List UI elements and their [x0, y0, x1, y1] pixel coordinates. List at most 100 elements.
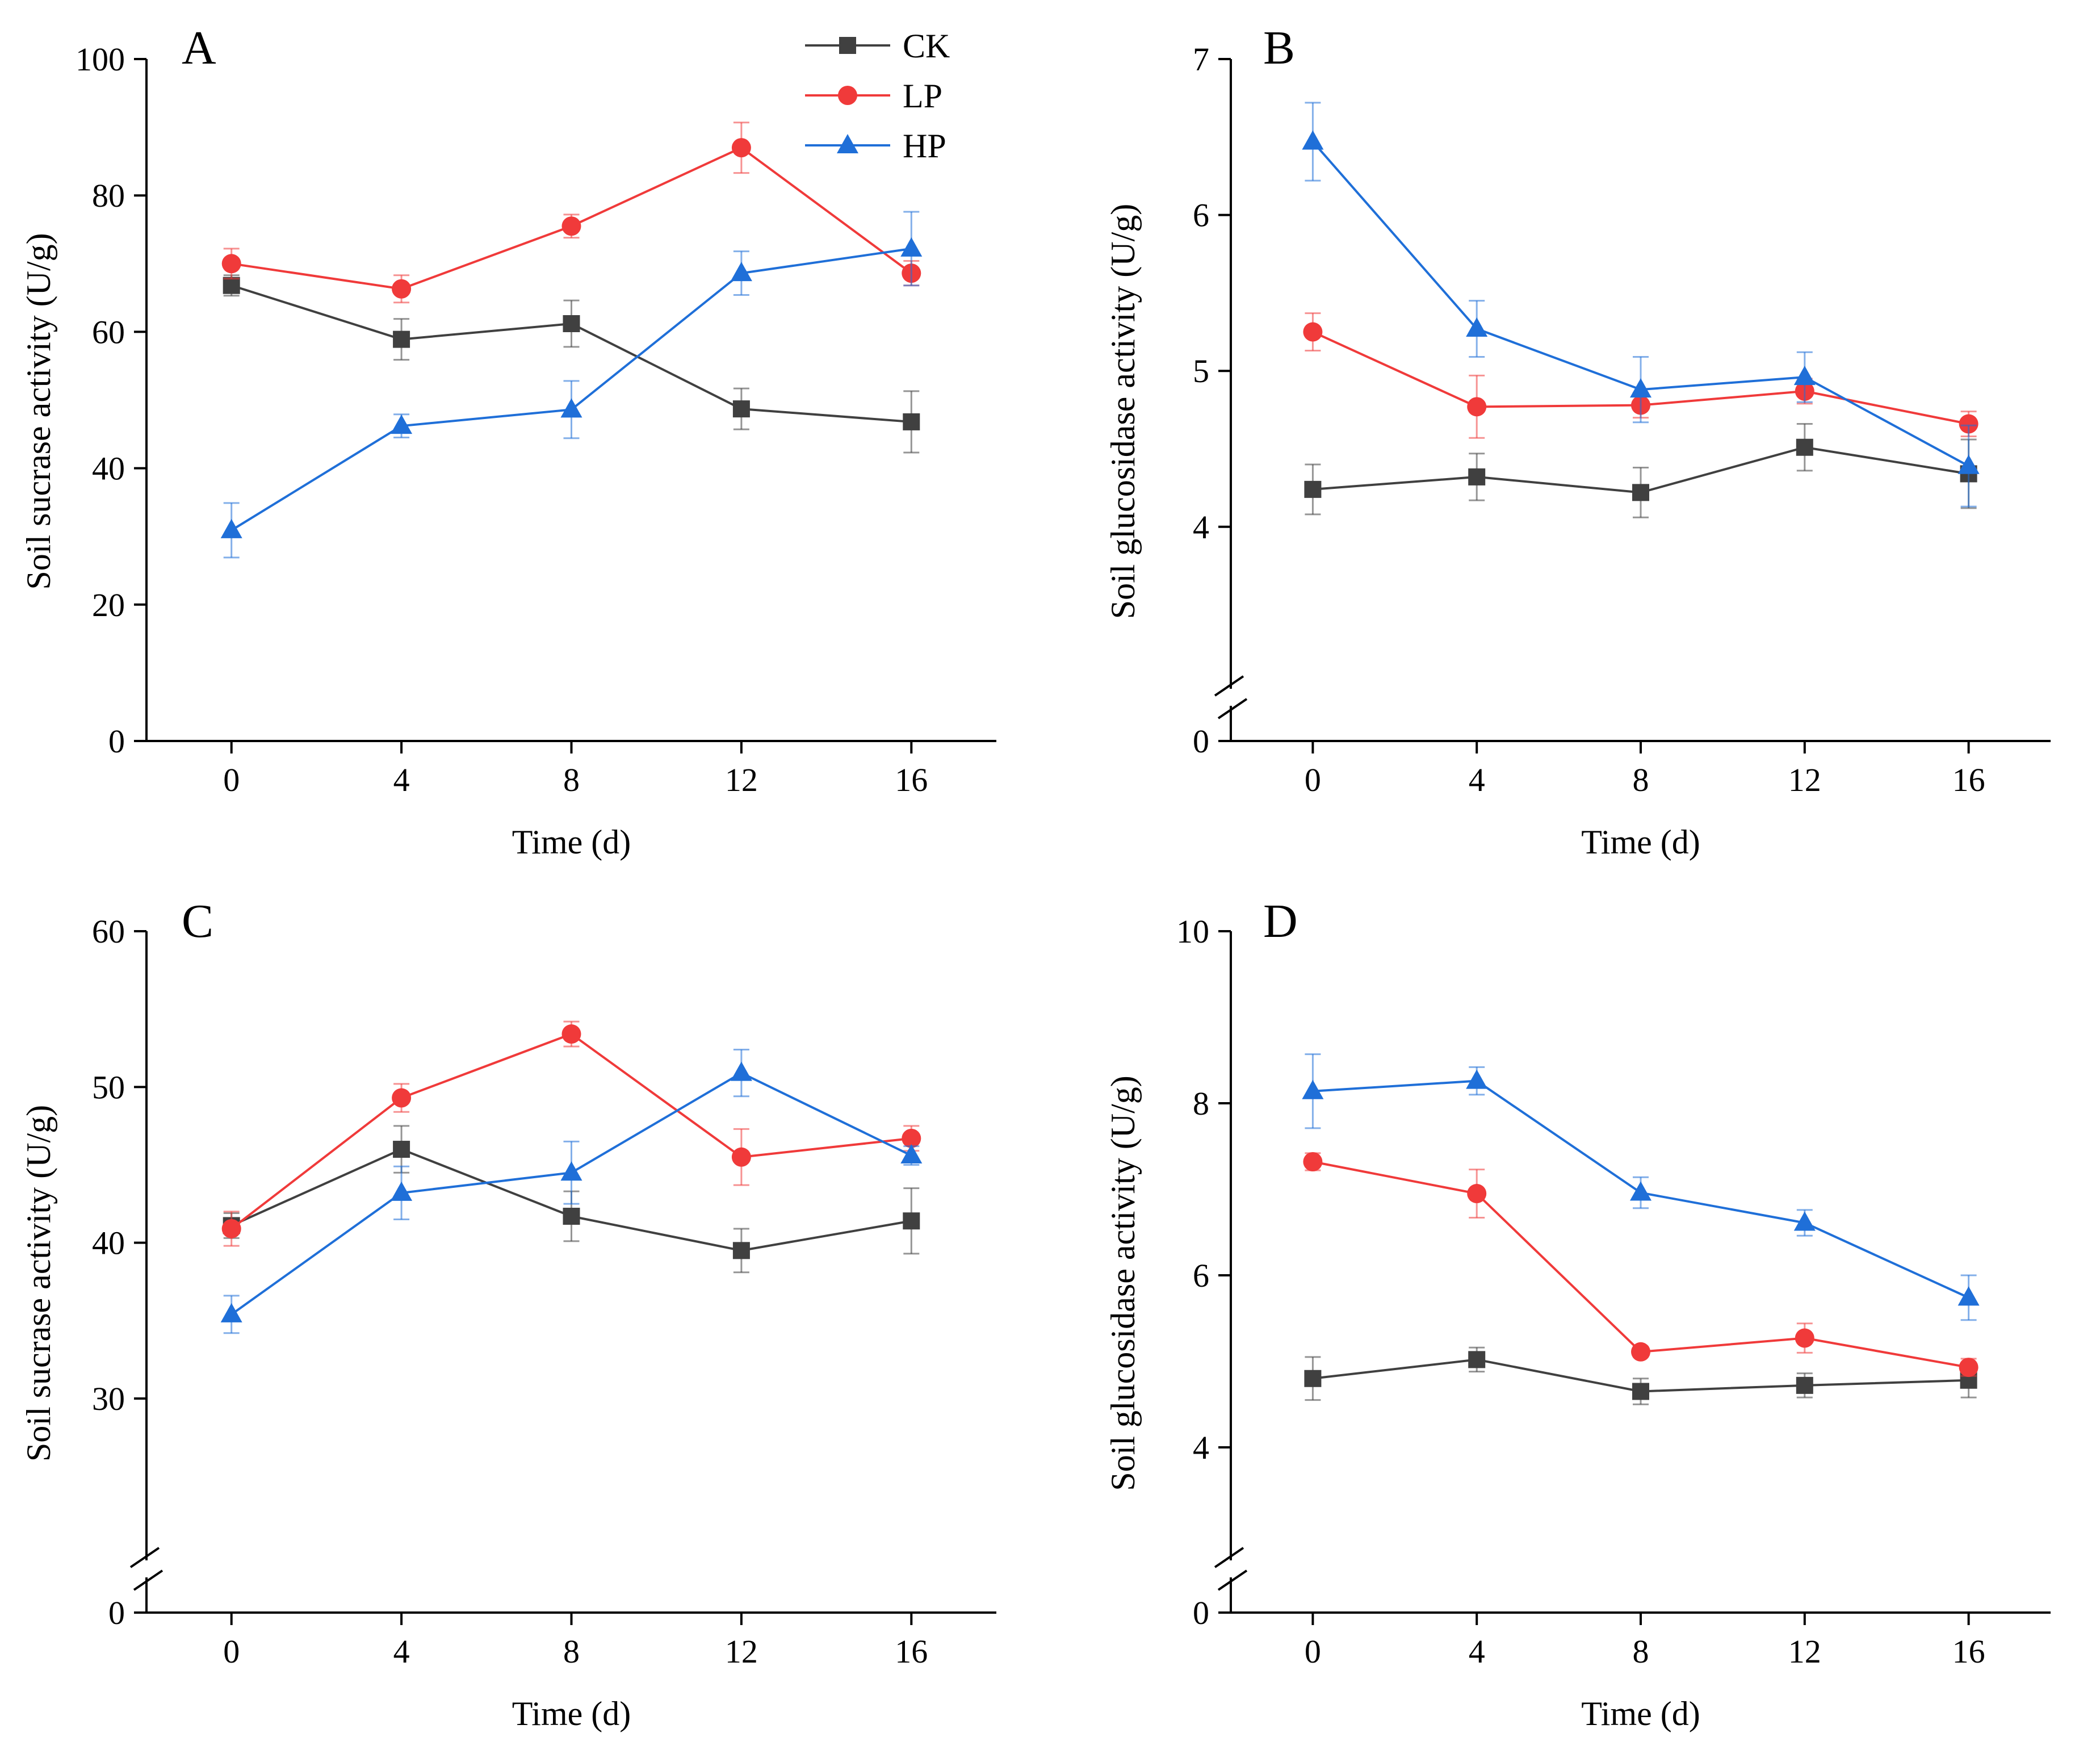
data-point [1632, 484, 1649, 501]
panel-c: 0 30 40 50 60 0 4 8 12 16 Time (d) Soil sucrase act… [20, 895, 996, 1732]
series-ck [223, 274, 920, 454]
data-point [900, 237, 923, 257]
data-point [220, 518, 242, 538]
y-axis-label: Soil sucrase activity (U/g) [20, 1105, 57, 1462]
data-point [560, 1161, 582, 1181]
series-ck [1304, 1346, 1977, 1405]
data-point [1793, 366, 1816, 386]
x-tick-label: 8 [563, 761, 580, 798]
data-point [1468, 1351, 1486, 1368]
data-point [1302, 130, 1324, 150]
data-point [1303, 1152, 1323, 1171]
x-tick-label: 12 [1788, 761, 1821, 798]
data-point [900, 1144, 923, 1164]
axis-break-mark [1214, 675, 1244, 697]
x-tick-label: 0 [1305, 761, 1321, 798]
x-tick-label: 4 [1469, 761, 1485, 798]
data-point [223, 277, 240, 294]
y-tick-label: 4 [1193, 1429, 1209, 1466]
y-tick-label: 10 [1176, 913, 1209, 950]
data-point [1466, 317, 1488, 337]
x-tick-label: 0 [1305, 1633, 1321, 1670]
x-tick-label: 8 [1633, 1633, 1649, 1670]
legend-marker [838, 86, 857, 105]
axis-break-mark [129, 1547, 160, 1568]
legend-item-ck: CK [805, 27, 950, 65]
y-tick-label: 6 [1193, 1257, 1209, 1294]
panel-b: 0 4 5 6 7 0 4 8 12 16 Time (d) Soil glucosidase act… [1104, 22, 2051, 861]
y-tick-label: 7 [1193, 41, 1209, 78]
y-tick-label: 0 [1193, 1594, 1209, 1631]
series-ck [1304, 423, 1977, 518]
data-point [393, 330, 410, 348]
y-tick-label: 50 [92, 1069, 125, 1106]
data-point [220, 1303, 242, 1322]
data-point [393, 1141, 410, 1158]
data-point [1304, 480, 1322, 498]
x-tick-label: 8 [563, 1633, 580, 1670]
data-point [563, 315, 580, 332]
data-point [903, 1212, 920, 1230]
y-tick-label: 6 [1193, 197, 1209, 234]
x-tick-label: 16 [895, 761, 928, 798]
y-tick-label: 4 [1193, 509, 1209, 546]
series-hp [220, 1048, 923, 1334]
data-point [1630, 1181, 1652, 1201]
data-point [1631, 1342, 1650, 1362]
y-tick-label: 0 [1193, 723, 1209, 760]
data-point [1467, 1184, 1487, 1204]
data-point [1793, 1211, 1816, 1231]
data-point [1958, 454, 1980, 474]
data-point [1468, 468, 1486, 485]
series-hp [1302, 1053, 1980, 1321]
y-tick-label: 40 [92, 1225, 125, 1262]
panel-a: 0 20 40 60 80 100 0 4 8 12 16 Time (d) Soil sucrase … [20, 22, 996, 861]
x-tick-label: 12 [725, 761, 758, 798]
data-point [392, 1088, 412, 1108]
panel-letter: C [182, 895, 213, 948]
y-tick-label: 0 [108, 723, 125, 760]
panel-letter: A [182, 22, 216, 74]
panel-letter: B [1263, 22, 1295, 74]
series-lp [221, 122, 921, 304]
x-axis-label: Time (d) [1581, 1695, 1700, 1732]
x-tick-label: 16 [1952, 1633, 1985, 1670]
x-tick-label: 16 [1952, 761, 1985, 798]
axis-break-mark [133, 1569, 164, 1591]
x-tick-label: 0 [223, 761, 240, 798]
data-point [391, 1181, 413, 1201]
data-point [1304, 1370, 1322, 1387]
series-lp [221, 1020, 921, 1247]
y-axis-label: Soil glucosidase activity (U/g) [1104, 204, 1142, 619]
x-tick-label: 4 [1469, 1633, 1485, 1670]
data-point [731, 138, 751, 158]
data-point [730, 1061, 752, 1081]
data-point [1796, 1376, 1813, 1394]
legend: CK LP HP [805, 27, 950, 165]
data-point [1632, 1383, 1649, 1400]
y-tick-label: 40 [92, 450, 125, 487]
y-tick-label: 60 [92, 913, 125, 950]
data-point [902, 1128, 921, 1148]
data-point [732, 400, 750, 418]
series-lp [1303, 1152, 1979, 1378]
data-point [392, 279, 412, 299]
x-axis-label: Time (d) [512, 1695, 631, 1732]
x-tick-label: 4 [393, 1633, 410, 1670]
axis-break-mark [1217, 698, 1248, 719]
x-tick-label: 4 [393, 761, 410, 798]
x-axis-label: Time (d) [1581, 823, 1700, 861]
data-point [1796, 438, 1813, 456]
data-point [903, 413, 920, 430]
legend-label: HP [903, 127, 946, 165]
data-point [221, 1219, 241, 1238]
x-tick-label: 16 [895, 1633, 928, 1670]
y-axis-label: Soil glucosidase activity (U/g) [1104, 1075, 1142, 1491]
legend-item-lp: LP [805, 77, 942, 115]
axis-break-mark [1214, 1547, 1244, 1568]
x-tick-label: 12 [1788, 1633, 1821, 1670]
y-tick-label: 100 [76, 41, 125, 78]
data-point [731, 1147, 751, 1167]
data-point [563, 1208, 580, 1225]
